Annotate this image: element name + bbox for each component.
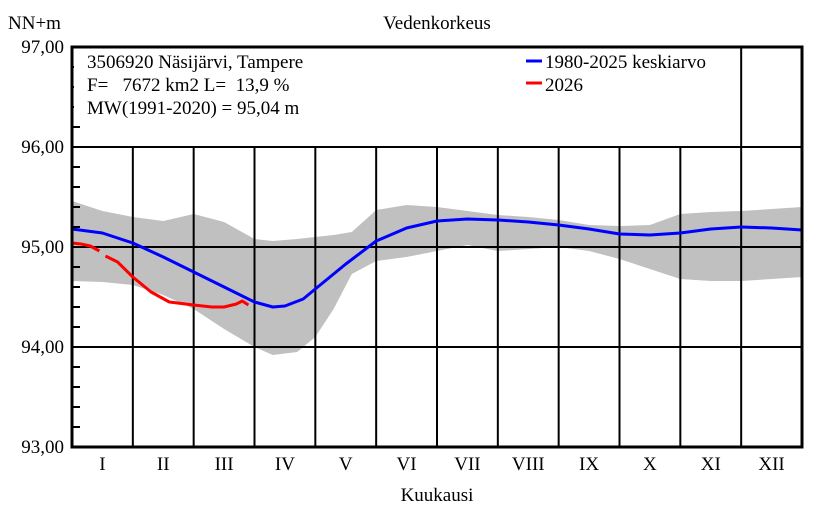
x-tick-label-X: X: [643, 454, 657, 475]
x-tick-label-IX: IX: [579, 454, 599, 475]
x-tick-label-VIII: VIII: [512, 454, 545, 475]
x-tick-label-V: V: [339, 454, 353, 475]
x-axis-label: Kuukausi: [401, 485, 474, 506]
series-line-mean: [71, 217, 803, 309]
x-tick-label-I: I: [99, 454, 105, 475]
info-area: F= 7672 km2 L= 13,9 %: [87, 75, 290, 96]
legend: 1980-2025 keskiarvo 2026: [520, 49, 738, 96]
y-tick-label: 96,00: [21, 137, 64, 158]
x-tick-label-III: III: [215, 454, 234, 475]
y-tick-label: 95,00: [21, 237, 64, 258]
plot-frame: [70, 45, 804, 449]
series-line-2026-seg0: [71, 241, 101, 253]
series-layer: [71, 217, 803, 309]
x-tick-label-IV: IV: [275, 454, 295, 475]
info-mean-water: MW(1991-2020) = 95,04 m: [87, 98, 300, 119]
grid-layer: [72, 47, 802, 447]
y-tick-label: 97,00: [21, 37, 64, 58]
x-tick-label-XII: XII: [758, 454, 784, 475]
y-tick-label: 94,00: [21, 337, 64, 358]
y-tick-label: 93,00: [21, 437, 64, 458]
x-tick-label-II: II: [157, 454, 170, 475]
x-tick-label-VI: VI: [397, 454, 417, 475]
y-axis-label: NN+m: [8, 13, 61, 34]
info-station: 3506920 Näsijärvi, Tampere: [87, 52, 303, 73]
legend-label-mean: 1980-2025 keskiarvo: [545, 52, 706, 73]
series-line-2026-seg1: [104, 254, 250, 309]
legend-label-2026: 2026: [545, 75, 583, 96]
info-box: 3506920 Näsijärvi, Tampere F= 7672 km2 L…: [74, 49, 344, 119]
chart-title: Vedenkorkeus: [383, 13, 491, 34]
x-tick-label-VII: VII: [454, 454, 480, 475]
x-tick-label-XI: XI: [701, 454, 721, 475]
